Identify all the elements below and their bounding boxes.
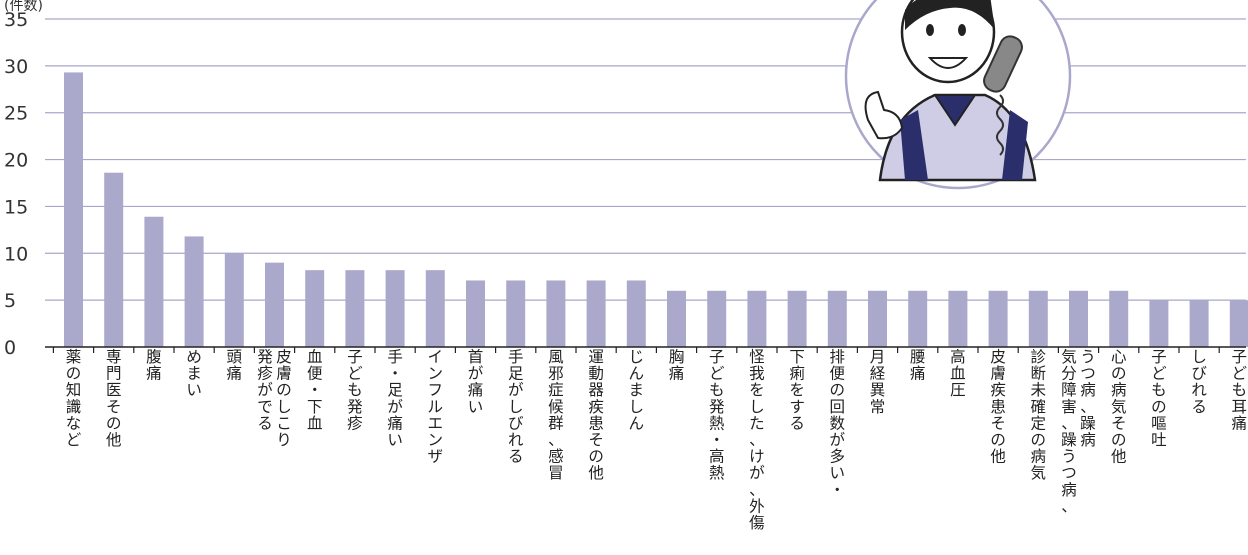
bar <box>425 270 445 347</box>
category-label: 子ども発熱・高熱 <box>709 348 725 482</box>
bar <box>1109 290 1129 347</box>
category-label: 手足がしびれる <box>508 348 524 466</box>
category-label: 専門医その他 <box>106 348 122 449</box>
y-tick-label: 15 <box>4 196 28 218</box>
bar <box>506 280 526 347</box>
bar <box>64 72 83 347</box>
category-label: めまい <box>186 348 202 399</box>
bar <box>626 280 646 347</box>
category-label: 月経異常 <box>870 348 886 416</box>
bar <box>224 253 244 347</box>
y-axis-unit-label: (件数) <box>4 0 43 14</box>
bar <box>747 290 767 347</box>
category-label: 胸痛 <box>669 348 685 383</box>
bar <box>1069 290 1088 347</box>
bar <box>1229 300 1248 347</box>
bar <box>1189 300 1209 347</box>
bar <box>787 290 807 347</box>
category-label: 子どもの嘔吐 <box>1151 348 1167 449</box>
category-label: じんましん <box>629 348 645 432</box>
category-label: 高血圧 <box>950 348 966 399</box>
bar <box>707 290 727 347</box>
bar <box>1028 290 1048 347</box>
category-label: 心の病気その他 <box>1111 348 1127 466</box>
bar <box>546 280 566 347</box>
category-label: インフルエンザ <box>428 348 444 466</box>
bar <box>385 270 405 347</box>
bar <box>184 236 204 347</box>
bar <box>144 216 164 347</box>
bar <box>988 290 1008 347</box>
category-label: 子ども発疹 <box>347 348 363 432</box>
category-label: 薬の知識など <box>66 348 82 449</box>
category-label: 怪我をした、けが、外傷 <box>749 348 765 532</box>
bar <box>104 172 124 347</box>
bar <box>827 290 847 347</box>
y-tick-label: 10 <box>4 243 28 265</box>
category-label: 子ども耳痛 <box>1232 348 1248 432</box>
bar <box>345 270 365 347</box>
category-label: 排便の回数が多い・ <box>830 348 846 499</box>
y-tick-label: 25 <box>4 103 28 125</box>
y-tick-label: 20 <box>4 150 28 172</box>
category-label: 診断未確定の病気 <box>1031 348 1047 482</box>
x-axis <box>45 346 1246 353</box>
bar <box>265 262 284 347</box>
y-tick-label: 35 <box>4 9 28 31</box>
category-label: 下痢をする <box>789 348 805 432</box>
category-label: 風邪症候群、感冒 <box>548 348 564 482</box>
category-label: 腹痛 <box>146 348 162 383</box>
bar <box>908 290 928 347</box>
bars <box>64 72 1248 347</box>
category-label: 皮膚疾患その他 <box>990 348 1006 466</box>
category-label: うつ病、躁病 <box>1080 348 1096 449</box>
bar <box>868 290 887 347</box>
category-label: 気分障害、躁うつ病、 <box>1061 348 1077 515</box>
bar <box>586 280 606 347</box>
y-tick-labels: 0 5 10 15 20 25 30 35 <box>4 9 28 359</box>
y-tick-label: 30 <box>4 56 28 78</box>
person-on-phone-illustration <box>844 0 1072 190</box>
bar <box>1149 300 1169 347</box>
y-tick-label: 0 <box>4 337 16 359</box>
category-label: 腰痛 <box>910 348 926 383</box>
category-label: 血便・下血 <box>307 348 323 432</box>
bar <box>466 280 485 347</box>
category-label: しびれる <box>1191 348 1207 416</box>
bar <box>667 290 686 347</box>
bar <box>305 270 325 347</box>
category-label: 運動器疾患その他 <box>588 348 604 482</box>
category-label: 発疹がでる <box>257 348 273 432</box>
category-label: 手・足が痛い <box>387 348 403 449</box>
category-label: 頭痛 <box>227 348 243 383</box>
bar <box>948 290 968 347</box>
category-label: 首が痛い <box>468 348 484 416</box>
y-tick-label: 5 <box>4 290 16 312</box>
category-label: 皮膚のしこり <box>276 348 292 449</box>
